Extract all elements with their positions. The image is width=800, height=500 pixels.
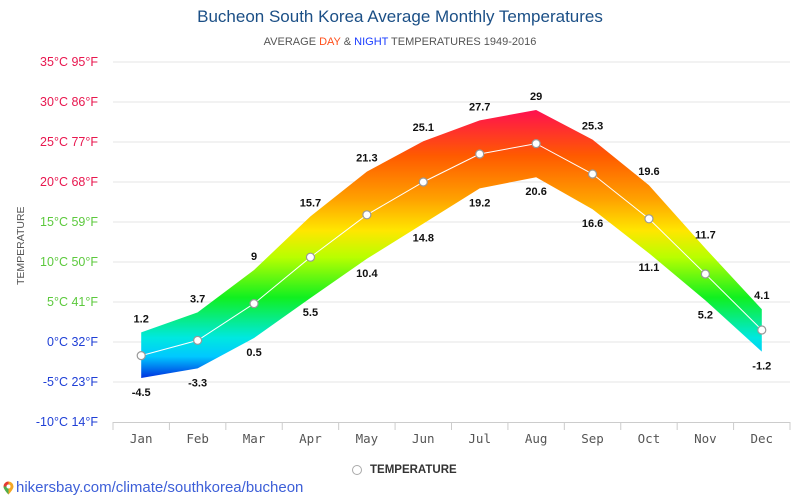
average-point [700,269,710,279]
y-tick-label: 35°C 95°F [40,55,98,69]
subtitle-prefix: AVERAGE [263,36,320,48]
average-point [193,335,203,345]
source-link[interactable]: hikersbay.com/climate/southkorea/bucheon [3,479,303,496]
x-tick-label: Apr [299,431,322,446]
night-value-label: 5.2 [698,309,713,321]
chart-title: Bucheon South Korea Average Monthly Temp… [197,7,603,26]
y-tick-label: 25°C 77°F [40,135,98,149]
day-value-label: 4.1 [754,290,769,302]
x-tick-label: Sep [581,431,604,446]
source-url: hikersbay.com/climate/southkorea/bucheon [16,479,304,496]
day-value-label: 19.6 [638,166,659,178]
day-value-label: 21.3 [356,153,377,165]
night-value-label: 16.6 [582,218,603,230]
average-points [136,139,767,361]
night-value-label: 14.8 [413,233,434,245]
average-point [475,149,485,159]
chart-subtitle: AVERAGE DAY & NIGHT TEMPERATURES 1949-20… [0,36,800,48]
average-point [644,214,654,224]
y-tick-label: 30°C 86°F [40,95,98,109]
average-point [418,177,428,187]
y-tick-label: -10°C 14°F [36,415,98,429]
x-tick-label: Feb [186,431,209,446]
x-tick-label: Nov [694,431,717,446]
night-value-label: 5.5 [303,307,318,319]
x-tick-label: Dec [751,431,774,446]
legend-marker-icon [352,465,362,475]
day-value-label: 15.7 [300,197,321,209]
day-night-band [141,110,762,378]
day-value-label: 3.7 [190,293,205,305]
y-tick-label: 20°C 68°F [40,175,98,189]
day-value-label: 1.2 [134,313,149,325]
y-tick-label: 5°C 41°F [47,295,98,309]
map-pin-icon [3,481,14,494]
subtitle-suffix: TEMPERATURES 1949-2016 [388,36,537,48]
night-value-label: 19.2 [469,197,490,209]
x-tick-label: May [356,431,379,446]
night-value-label: -4.5 [132,387,151,399]
x-tick-label: Jul [468,431,491,446]
y-tick-label: 15°C 59°F [40,215,98,229]
y-tick-label: 10°C 50°F [40,255,98,269]
x-tick-label: Jan [130,431,153,446]
y-tick-label: 0°C 32°F [47,335,98,349]
day-value-label: 27.7 [469,101,490,113]
subtitle-amp: & [340,36,355,48]
night-value-label: 10.4 [356,268,378,280]
data-labels: 1.2 3.7 9 15.7 21.3 25.1 27.7 29 25.3 19.6 11.7 4.1… [132,91,772,399]
average-point [531,139,541,149]
average-point [249,299,259,309]
average-temperature-line [141,143,763,357]
average-point [305,252,316,262]
day-value-label: 25.3 [582,121,603,133]
day-value-label: 29 [530,91,542,103]
average-point [362,210,372,220]
legend-temperature[interactable]: TEMPERATURE [352,464,457,476]
legend-label: TEMPERATURE [370,464,457,476]
day-value-label: 25.1 [413,122,434,134]
y-axis-ticks: 35°C 95°F 30°C 86°F 25°C 77°F 20°C 68°F 15°C… [36,55,98,429]
night-value-label: 0.5 [246,347,261,359]
x-tick-label: Mar [243,431,266,446]
x-tick-label: Oct [638,431,661,446]
average-point [587,169,598,179]
y-tick-label: -5°C 23°F [43,375,99,389]
night-value-label: 11.1 [639,262,660,274]
day-value-label: 9 [251,251,257,263]
average-point [136,351,146,361]
day-value-label: 11.7 [695,229,716,241]
night-value-label: -1.2 [752,361,771,373]
night-value-label: -3.3 [188,377,207,389]
subtitle-night: NIGHT [354,36,389,48]
x-axis: Jan Feb Mar Apr May Jun Jul Aug Sep Oct Nov Dec [112,422,791,446]
night-value-label: 20.6 [525,186,546,198]
x-tick-label: Aug [525,431,548,446]
subtitle-day: DAY [319,36,341,48]
average-point [757,325,767,335]
x-tick-label: Jun [412,431,435,446]
y-axis-label: TEMPERATURE [15,206,27,285]
